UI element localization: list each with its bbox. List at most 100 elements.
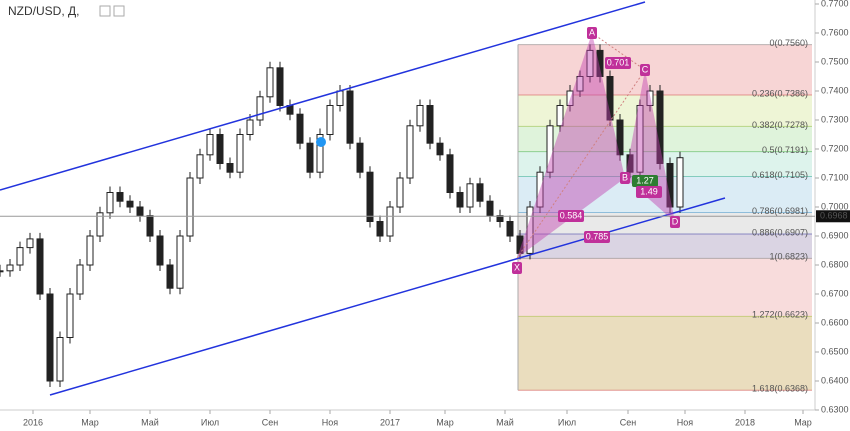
price-label: 0.6400 [821, 375, 849, 385]
price-label: 0.7300 [821, 114, 849, 124]
candle [266, 67, 274, 98]
candle [436, 142, 444, 156]
candle [646, 90, 654, 106]
price-label: 0.7400 [821, 85, 849, 95]
fib-band [518, 258, 812, 317]
candle [106, 192, 114, 214]
fib-label: 0.886(0.6907) [752, 227, 808, 237]
ratio-badge [605, 57, 631, 69]
candle [416, 105, 424, 127]
time-label: Мар [436, 417, 454, 427]
candle [186, 177, 194, 237]
time-label: Июл [201, 417, 219, 427]
candle [636, 105, 644, 173]
candle [176, 235, 184, 289]
ratio-label: 1.49 [640, 186, 658, 196]
candle [136, 206, 144, 217]
candle [526, 206, 534, 254]
candle [606, 76, 614, 121]
time-label: Мар [81, 417, 99, 427]
candle [56, 337, 64, 382]
ratio-badge [632, 175, 658, 187]
time-label: Сен [262, 417, 279, 427]
candle [566, 90, 574, 106]
candle [536, 171, 544, 208]
fib-zone: 0(0.7560) 0.236(0.7386) 0.382(0.7278) 0.5(0… [517, 38, 812, 394]
price-label: 0.7700 [821, 0, 849, 8]
candle [626, 154, 634, 173]
candle [116, 192, 124, 202]
candle [86, 235, 94, 266]
fib-label: 1(0.6823) [769, 252, 808, 262]
candle [366, 171, 374, 222]
candle [216, 134, 224, 164]
point-badge [587, 27, 597, 39]
candle [96, 212, 104, 237]
event-icon[interactable] [316, 137, 326, 147]
candle [556, 105, 564, 127]
point-label: B [622, 172, 628, 182]
icon[interactable] [113, 5, 125, 17]
candle [76, 264, 84, 295]
price-label: 0.6700 [821, 288, 849, 298]
price-label: 0.7100 [821, 172, 849, 182]
fib-band [518, 126, 812, 152]
candle [506, 221, 514, 237]
fib-band [518, 151, 812, 177]
candle [166, 264, 174, 289]
candle [486, 200, 494, 217]
price-label: 0.6900 [821, 230, 849, 240]
price-label: 0.7500 [821, 56, 849, 66]
candle [306, 142, 314, 173]
candle [46, 293, 54, 382]
candle [6, 264, 14, 272]
point-label: D [672, 216, 679, 226]
point-badge [670, 216, 680, 228]
point-label: C [642, 64, 649, 74]
point-label: A [589, 27, 595, 37]
time-label: Мар [794, 417, 812, 427]
symbol-title: NZD/USD, Д, [8, 4, 79, 18]
candle [146, 215, 154, 237]
candles [0, 44, 684, 387]
ratio-badge [558, 210, 584, 222]
candle [316, 134, 324, 173]
fib-band [518, 212, 812, 234]
candle [466, 183, 474, 208]
fib-label: 0.5(0.7191) [762, 145, 808, 155]
time-label: Июл [558, 417, 576, 427]
candle [296, 113, 304, 144]
candle [66, 293, 74, 338]
point-badge [620, 172, 630, 184]
candle [616, 119, 624, 156]
dotted-ac [591, 32, 646, 71]
candle [396, 177, 404, 208]
price-label: 0.7000 [821, 201, 849, 211]
channel-lower [49, 197, 726, 396]
fib-label: 0.618(0.7105) [752, 170, 808, 180]
candle [226, 163, 234, 173]
time-label: Ноя [322, 417, 339, 427]
candle [346, 90, 354, 144]
fib-label: 0.786(0.6981) [752, 206, 808, 216]
candle [446, 154, 454, 194]
fib-label: 1.618(0.6368) [752, 384, 808, 394]
time-label: 2017 [380, 417, 400, 427]
candle [546, 125, 554, 173]
price-label: 0.6800 [821, 259, 849, 269]
candle [246, 119, 254, 135]
candle [156, 235, 164, 266]
fib-label: 1.272(0.6623) [752, 310, 808, 320]
ratio-label: 0.584 [560, 210, 583, 220]
fib-label: 0.236(0.7386) [752, 88, 808, 98]
current-price-box [816, 210, 850, 223]
icon[interactable] [99, 5, 111, 17]
time-label: Ноя [677, 417, 694, 427]
pattern-xab [517, 33, 625, 258]
price-label: 0.6500 [821, 346, 849, 356]
time-label: Сен [620, 417, 637, 427]
time-label: 2018 [735, 417, 755, 427]
candle [586, 49, 594, 78]
price-label: 0.7200 [821, 143, 849, 153]
candle [326, 105, 334, 135]
